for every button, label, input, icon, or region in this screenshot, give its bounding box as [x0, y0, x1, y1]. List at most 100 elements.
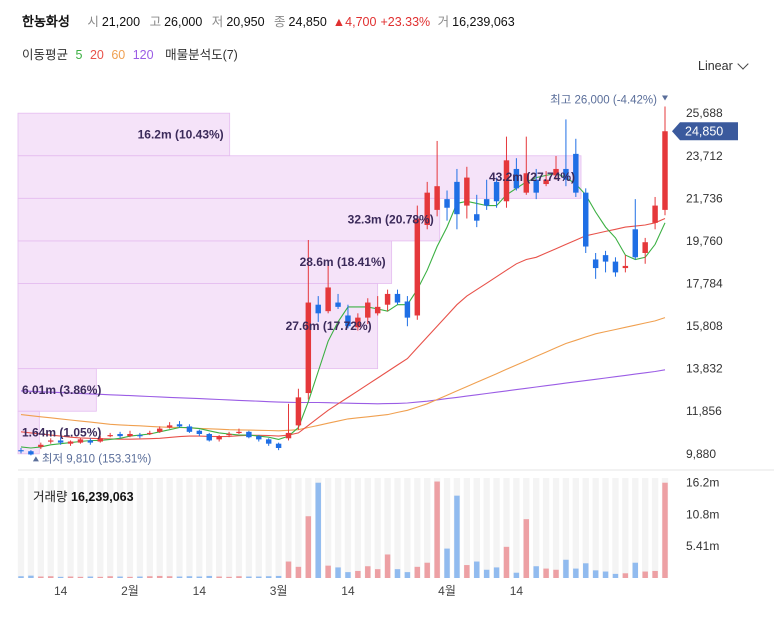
low-value: 20,950: [226, 15, 265, 29]
candle-body: [256, 436, 262, 440]
price-tick-label: 23,712: [686, 149, 723, 163]
close-value: 24,850: [288, 15, 327, 29]
candle-body: [662, 131, 668, 210]
volume-bg-stripe: [503, 478, 510, 578]
volume-bar: [137, 576, 143, 578]
candle-body: [137, 435, 143, 437]
volume-bar: [592, 570, 599, 578]
ma60-line: [20, 317, 666, 432]
candle-body: [325, 287, 331, 312]
price-tick-label: 17,784: [686, 276, 723, 290]
candle-body: [156, 428, 163, 432]
volume-bg-stripe: [47, 478, 54, 578]
volume-panel-label: 거래량 16,239,063: [33, 486, 134, 505]
candle-body: [424, 192, 430, 225]
volume-profile-label: 16.2m (10.43%): [138, 127, 224, 141]
high-annotation: 최고 26,000 (-4.42%): [550, 93, 657, 106]
scale-select[interactable]: Linear: [698, 58, 749, 73]
candle-body: [236, 431, 242, 434]
candle-body: [404, 301, 411, 318]
ma5-toggle[interactable]: 5: [75, 48, 83, 62]
volume-bar: [216, 576, 222, 578]
volume-bar: [127, 576, 133, 578]
volume-bg-stripe: [166, 478, 173, 578]
price-header: 한농화성 시 21,200 고 26,000 저 20,950 종 24,850 ▲4,7…: [0, 0, 774, 38]
volume-bg-stripe: [463, 478, 471, 578]
volume-bg-stripe: [344, 478, 352, 578]
volume-profile-bar: [17, 155, 582, 199]
change-pct: +23.33%: [380, 15, 431, 29]
volume-profile-bar: [17, 197, 441, 242]
price-tick-label: 15,808: [686, 319, 723, 333]
candle-body: [47, 440, 54, 442]
candle-body: [305, 302, 312, 394]
volume-profile-label: 6.01m (3.86%): [22, 383, 101, 397]
volume-bar: [295, 566, 302, 578]
candle-body: [206, 433, 212, 441]
candle-body: [315, 304, 321, 314]
candle-body: [166, 425, 173, 428]
volume-bg-stripe: [533, 478, 540, 578]
ma20-toggle[interactable]: 20: [89, 48, 104, 62]
x-tick-label: 14: [54, 584, 68, 598]
volume-bar: [117, 576, 123, 578]
volume-profile-bar: [17, 240, 393, 284]
candle-body: [97, 438, 103, 442]
volume-bg-stripe: [87, 478, 94, 578]
volume-bar: [285, 561, 292, 578]
volume-bar: [513, 572, 520, 578]
volume-bar: [543, 568, 549, 578]
volume-bar: [464, 565, 470, 578]
volume-bar: [176, 576, 183, 578]
volume-bg-stripe: [67, 478, 74, 578]
candle-body: [394, 293, 401, 303]
low-annotation: 최저 9,810 (153.31%): [42, 452, 152, 465]
volume-bar: [77, 576, 84, 578]
volume-bg-stripe: [552, 478, 560, 578]
volume-bg-stripe: [57, 478, 64, 578]
candle-body: [77, 439, 84, 443]
volume-profile-toggle[interactable]: 매물분석도(7): [165, 48, 238, 62]
volume-bar: [97, 576, 103, 578]
volume-profile-label: 1.64m (1.05%): [22, 426, 101, 440]
volume-bar: [434, 481, 440, 578]
volume-bar: [275, 575, 282, 578]
candle-body: [563, 168, 569, 180]
volume-bg-stripe: [602, 478, 609, 578]
candle-body: [57, 440, 64, 443]
candle-body: [583, 192, 589, 247]
volume-bar: [602, 571, 609, 578]
high-label: 고: [149, 15, 162, 29]
candle-body: [444, 199, 450, 208]
volume-bar: [206, 575, 212, 578]
candle-body: [553, 168, 559, 176]
volume-bg-stripe: [354, 478, 362, 578]
high-value: 26,000: [164, 15, 203, 29]
x-tick-label: 3월: [270, 584, 288, 598]
open-label: 시: [87, 15, 99, 29]
volume-bar: [523, 519, 530, 578]
candle-body: [414, 218, 421, 316]
volume-bg-stripe: [542, 478, 550, 578]
volume-bar: [622, 573, 629, 578]
x-tick-label: 14: [341, 584, 355, 598]
candle-body: [196, 430, 203, 434]
ma-legend-label: 이동평균: [22, 48, 69, 62]
candle-body: [28, 451, 34, 455]
volume-bg-stripe: [206, 478, 213, 578]
ma120-line: [20, 369, 666, 405]
ma120-toggle[interactable]: 120: [132, 48, 154, 62]
volume-bar: [57, 576, 64, 578]
candle-body: [622, 265, 629, 269]
volume-bar: [503, 546, 510, 578]
volume-bar: [246, 576, 252, 578]
candle-body: [543, 179, 549, 185]
ma-legend: 이동평균 5 20 60 120 매물분석도(7): [22, 44, 242, 63]
volume-bar: [632, 562, 639, 578]
low-marker-icon: [32, 456, 39, 462]
volume-bg-stripe: [265, 478, 272, 578]
ma60-toggle[interactable]: 60: [111, 48, 126, 62]
volume-bar: [186, 576, 193, 578]
volume-bar: [583, 563, 589, 578]
